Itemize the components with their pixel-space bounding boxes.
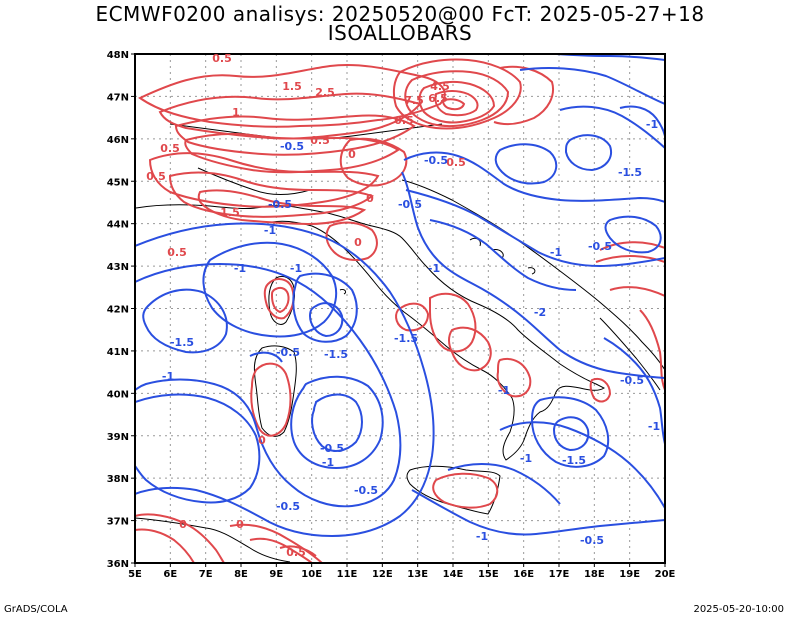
negative-contour-label: -1 (498, 384, 510, 397)
lon-tick-label: 18E (584, 569, 605, 580)
negative-contour-label: -0.5 (320, 442, 344, 455)
lon-tick-label: 19E (619, 569, 640, 580)
positive-contour-label: 2.5 (315, 86, 335, 99)
negative-contour-label: -1 (476, 530, 488, 543)
negative-contour-label: -0.5 (424, 154, 448, 167)
negative-contour-label: -0.5 (354, 484, 378, 497)
chart-subtitle: ISOALLOBARS (327, 21, 473, 45)
lon-tick-label: 10E (301, 569, 322, 580)
lat-tick-label: 37N (107, 517, 129, 528)
negative-contour-label: -0.5 (398, 198, 422, 211)
lon-tick-label: 17E (549, 569, 570, 580)
lat-tick-label: 48N (107, 50, 129, 61)
lon-tick-label: 9E (269, 569, 283, 580)
positive-contour-label: 1.5 (282, 80, 302, 93)
negative-contour-label: -1 (234, 262, 246, 275)
positive-contour-label: 0 (354, 236, 362, 249)
negative-contour-label: -1.5 (562, 454, 586, 467)
lon-tick-label: 13E (407, 569, 428, 580)
lon-tick-label: 5E (128, 569, 142, 580)
positive-contour-label: 1 (232, 106, 240, 119)
negative-contour-label: -1.5 (170, 336, 194, 349)
negative-contour-label: -1.5 (618, 166, 642, 179)
positive-contour-label: 7.5 (404, 94, 424, 107)
positive-contour-label: 6.5 (428, 92, 448, 105)
lon-tick-label: 6E (163, 569, 177, 580)
positive-contour-label: 0.5 (310, 134, 330, 147)
negative-contour-label: -0.5 (280, 140, 304, 153)
negative-contour-label: -1 (428, 262, 440, 275)
lat-tick-label: 43N (107, 262, 129, 273)
latitude-axis-labels: 36N 37N 38N 39N 40N 41N 42N 43N 44N 45N 46N 47N 48N (107, 50, 129, 570)
positive-contour-label: 1.5 (220, 206, 240, 219)
lon-tick-label: 15E (478, 569, 499, 580)
negative-contour-label: -1 (322, 456, 334, 469)
negative-contour-label: -2 (534, 306, 546, 319)
negative-contour-label: -0.5 (620, 374, 644, 387)
lat-tick-label: 38N (107, 474, 129, 485)
positive-contour-label: 0 (179, 518, 187, 531)
lat-tick-label: 36N (107, 559, 129, 570)
negative-contour-label: -0.5 (268, 198, 292, 211)
lat-tick-label: 41N (107, 347, 129, 358)
lon-tick-label: 16E (513, 569, 534, 580)
lon-tick-label: 12E (372, 569, 393, 580)
lon-tick-label: 11E (337, 569, 358, 580)
footer-credit: GrADS/COLA (4, 604, 68, 615)
negative-contour-label: -1 (520, 452, 532, 465)
negative-contour-label: -1 (264, 224, 276, 237)
lat-tick-label: 47N (107, 92, 129, 103)
lon-tick-label: 20E (655, 569, 676, 580)
negative-contour-label: -1.5 (394, 332, 418, 345)
lat-tick-label: 39N (107, 432, 129, 443)
lat-tick-label: 40N (107, 389, 129, 400)
longitude-axis-labels: 5E 6E 7E 8E 9E 10E 11E 12E 13E 14E 15E 16E 17E 18E 19E… (128, 569, 675, 580)
contour-labels: 0.5 1.5 2.5 4.56.5 7.5 1 0.5 0.5 1.5 0.5 0 0 0.5 0.5 0… (146, 52, 660, 559)
positive-contour-label: 0 (258, 434, 266, 447)
positive-contour-label: 0.5 (394, 114, 414, 127)
positive-contour-label: 0.5 (446, 156, 466, 169)
positive-contour-label: 0.5 (146, 170, 166, 183)
negative-contour-label: -0.5 (588, 240, 612, 253)
lat-tick-label: 46N (107, 135, 129, 146)
lon-tick-label: 7E (199, 569, 213, 580)
positive-contour-label: 0 (348, 148, 356, 161)
chart-title: ECMWF0200 analisys: 20250520@00 FcT: 202… (95, 2, 705, 26)
negative-contour-label: -1 (646, 118, 658, 131)
footer-timestamp: 2025-05-20-10:00 (693, 604, 784, 615)
negative-isoallobars (135, 54, 665, 538)
negative-contour-label: -0.5 (276, 500, 300, 513)
lat-tick-label: 42N (107, 305, 129, 316)
positive-contour-label: 0 (236, 518, 244, 531)
positive-contour-label: 4.5 (430, 80, 450, 93)
lon-tick-label: 14E (443, 569, 464, 580)
lat-tick-label: 45N (107, 177, 129, 188)
negative-contour-label: -1.5 (324, 348, 348, 361)
positive-contour-label: 0 (366, 192, 374, 205)
lat-tick-label: 44N (107, 220, 129, 231)
negative-contour-label: -1 (162, 370, 174, 383)
negative-contour-label: -1 (290, 262, 302, 275)
negative-contour-label: -0.5 (276, 346, 300, 359)
positive-contour-label: 0.5 (160, 142, 180, 155)
negative-contour-label: -1 (648, 420, 660, 433)
positive-contour-label: 0.5 (167, 246, 187, 259)
lon-tick-label: 8E (234, 569, 248, 580)
negative-contour-label: -0.5 (580, 534, 604, 547)
positive-contour-label: 0.5 (212, 52, 232, 65)
negative-contour-label: -1 (550, 246, 562, 259)
axis-ticks (131, 53, 666, 567)
positive-contour-label: 0.5 (286, 546, 306, 559)
